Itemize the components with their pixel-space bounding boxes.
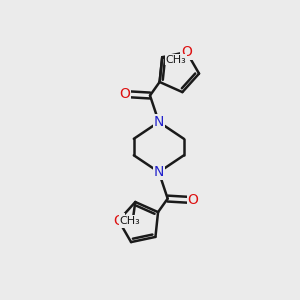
Text: O: O <box>119 87 130 101</box>
Text: O: O <box>113 214 124 227</box>
Text: O: O <box>181 45 192 59</box>
Text: CH₃: CH₃ <box>120 216 140 226</box>
Text: N: N <box>154 165 164 179</box>
Text: CH₃: CH₃ <box>165 55 186 65</box>
Text: O: O <box>187 193 198 207</box>
Text: N: N <box>154 115 164 129</box>
